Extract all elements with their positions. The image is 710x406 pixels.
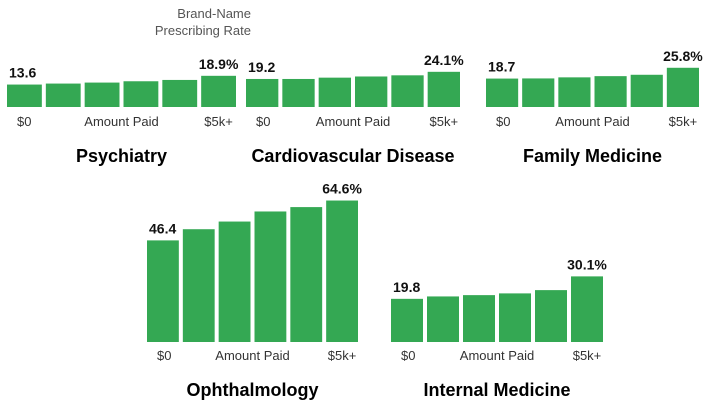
- cardiovascular-disease-last-value-label: 24.1%: [424, 52, 464, 68]
- family-medicine-chart-title: Family Medicine: [523, 146, 662, 166]
- internal-medicine-bar-6: [571, 276, 603, 342]
- family-medicine-x-start-label: $0: [496, 114, 510, 129]
- psychiatry-x-axis-label: Amount Paid: [84, 114, 158, 129]
- internal-medicine-chart-title: Internal Medicine: [423, 380, 570, 400]
- family-medicine-x-axis-label: Amount Paid: [555, 114, 629, 129]
- cardiovascular-disease-chart-title: Cardiovascular Disease: [251, 146, 454, 166]
- internal-medicine-bar-3: [463, 295, 495, 342]
- internal-medicine-x-start-label: $0: [401, 348, 415, 363]
- psychiatry-bar-1: [7, 84, 42, 107]
- cardiovascular-disease-bar-6: [427, 71, 460, 107]
- ophthalmology-bar-6: [326, 200, 358, 342]
- cardiovascular-disease-x-axis-label: Amount Paid: [316, 114, 390, 129]
- family-medicine-bar-1: [486, 78, 519, 107]
- chart-note-line-1: Brand-Name: [177, 6, 251, 21]
- ophthalmology-bar-1: [147, 240, 179, 342]
- psychiatry-bar-2: [45, 83, 81, 107]
- ophthalmology-bar-2: [182, 229, 215, 342]
- cardiovascular-disease-bar-3: [318, 77, 351, 107]
- cardiovascular-disease-bar-5: [391, 75, 424, 107]
- cardiovascular-disease-bar-1: [246, 78, 279, 107]
- internal-medicine-last-value-label: 30.1%: [567, 256, 607, 272]
- psychiatry-bar-5: [162, 79, 198, 107]
- family-medicine-last-value-label: 25.8%: [663, 48, 703, 64]
- cardiovascular-disease-x-end-label: $5k+: [430, 114, 459, 129]
- internal-medicine-bar-1: [391, 298, 423, 342]
- cardiovascular-disease-bar-4: [355, 76, 388, 107]
- psychiatry-bar-6: [201, 75, 236, 107]
- chart-note-line-2: Prescribing Rate: [155, 23, 251, 38]
- cardiovascular-disease-first-value-label: 19.2: [248, 59, 275, 75]
- ophthalmology-last-value-label: 64.6%: [322, 181, 362, 197]
- ophthalmology-x-axis-label: Amount Paid: [215, 348, 289, 363]
- internal-medicine-bar-5: [535, 290, 567, 342]
- psychiatry-last-value-label: 18.9%: [199, 56, 239, 72]
- internal-medicine-bar-2: [427, 296, 459, 342]
- ophthalmology-first-value-label: 46.4: [149, 220, 176, 236]
- ophthalmology-x-end-label: $5k+: [328, 348, 357, 363]
- cardiovascular-disease-bar-2: [282, 78, 315, 107]
- ophthalmology-bar-3: [218, 221, 251, 342]
- family-medicine-bar-2: [522, 78, 555, 107]
- internal-medicine-x-end-label: $5k+: [573, 348, 602, 363]
- family-medicine-first-value-label: 18.7: [488, 59, 515, 75]
- internal-medicine-bar-4: [499, 293, 531, 342]
- psychiatry-first-value-label: 13.6: [9, 65, 36, 81]
- ophthalmology-x-start-label: $0: [157, 348, 171, 363]
- ophthalmology-chart-title: Ophthalmology: [187, 380, 319, 400]
- internal-medicine-x-axis-label: Amount Paid: [460, 348, 534, 363]
- family-medicine-x-end-label: $5k+: [669, 114, 698, 129]
- psychiatry-x-start-label: $0: [17, 114, 31, 129]
- cardiovascular-disease-x-start-label: $0: [256, 114, 270, 129]
- ophthalmology-bar-4: [254, 211, 287, 342]
- psychiatry-chart-title: Psychiatry: [76, 146, 167, 166]
- family-medicine-bar-4: [594, 76, 627, 107]
- psychiatry-bar-3: [84, 82, 120, 107]
- family-medicine-bar-6: [666, 67, 699, 107]
- ophthalmology-bar-5: [290, 207, 323, 342]
- family-medicine-bar-5: [630, 74, 663, 107]
- family-medicine-bar-3: [558, 77, 591, 107]
- psychiatry-x-end-label: $5k+: [204, 114, 233, 129]
- internal-medicine-first-value-label: 19.8: [393, 279, 420, 295]
- psychiatry-bar-4: [123, 81, 159, 107]
